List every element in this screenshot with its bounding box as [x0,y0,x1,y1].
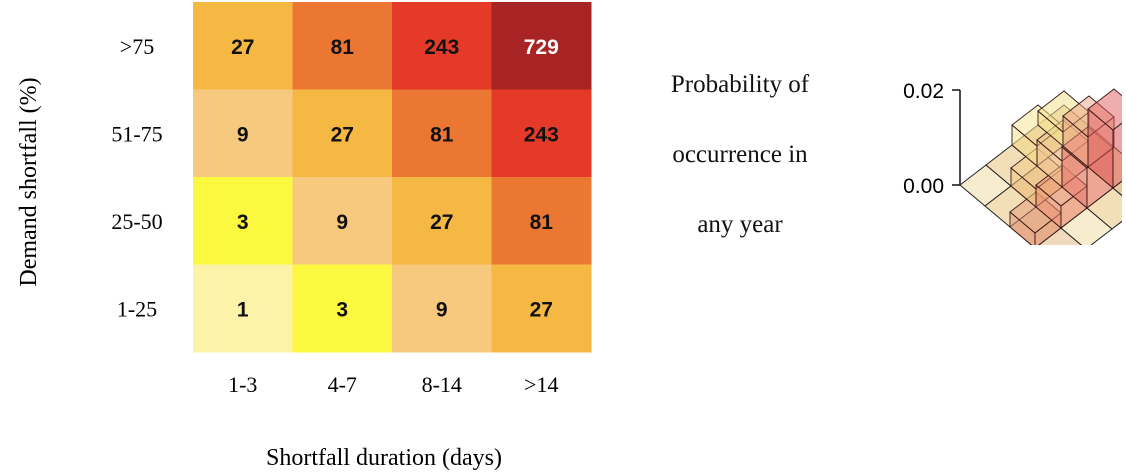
heatmap-cell [193,177,293,265]
cell-value-label: 9 [436,298,448,321]
x-tick-label: 8-14 [422,372,462,397]
cell-value-label: 9 [237,123,249,146]
mini-ytick-bottom: 0.00 [903,175,944,198]
caption-line-1: Probability of [670,71,810,98]
x-tick-label: 1-3 [228,372,257,397]
y-tick-label: 51-75 [111,121,162,146]
caption-line-3: any year [697,211,783,238]
heatmap-cell [292,2,393,90]
y-tick-label: 1-25 [117,296,157,321]
heatmap-cell [392,89,492,178]
x-axis-title: Shortfall duration (days) [266,445,502,471]
heatmap-cell [491,2,592,90]
cell-value-label: 27 [530,298,553,321]
cell-value-label: 81 [530,211,554,234]
mini-bar [1087,88,1122,189]
cell-value-label: 3 [237,211,249,234]
cell-value-label: 27 [331,123,354,146]
heatmap-chart: Demand shortfall (%) Shortfall duration … [16,2,592,471]
heatmap-cell [193,2,293,90]
heatmap-cell [392,2,492,90]
mini-bar-top [1087,88,1122,131]
cell-value-label: 27 [430,211,453,234]
cell-value-label: 1 [237,298,249,321]
y-tick-label: 25-50 [111,209,162,234]
cell-value-label: 3 [336,298,348,321]
cell-value-label: 9 [336,211,348,234]
mini-floor-tile [1112,180,1122,197]
heatmap-cell [491,177,592,265]
cell-value-label: 729 [524,36,559,59]
mini-bar-side [1112,122,1122,189]
y-tick-label: >75 [120,34,154,59]
heatmap-cell [292,177,393,265]
cell-value-label: 243 [524,123,559,146]
x-tick-label: >14 [524,372,558,397]
cell-value-label: 27 [231,36,254,59]
heatmap-cell [292,89,393,178]
heatmap-cell [193,264,293,353]
cell-value-label: 81 [430,123,454,146]
heatmap-cell [392,177,492,265]
mini-ytick-top: 0.02 [903,80,944,103]
heatmap-cell [491,264,592,353]
heatmap-cell [392,264,492,353]
mini-3d-bar-chart: 0.02 0.00 [903,80,1122,245]
caption-line-2: occurrence in [672,141,808,168]
x-tick-label: 4-7 [328,372,357,397]
heatmap-cell [292,264,393,353]
heatmap-cell [491,89,592,178]
cell-value-label: 81 [331,36,355,59]
probability-caption: Probability of occurrence in any year [615,50,865,260]
heatmap-cell [193,89,293,178]
cell-value-label: 243 [424,36,459,59]
y-axis-title: Demand shortfall (%) [16,77,42,286]
